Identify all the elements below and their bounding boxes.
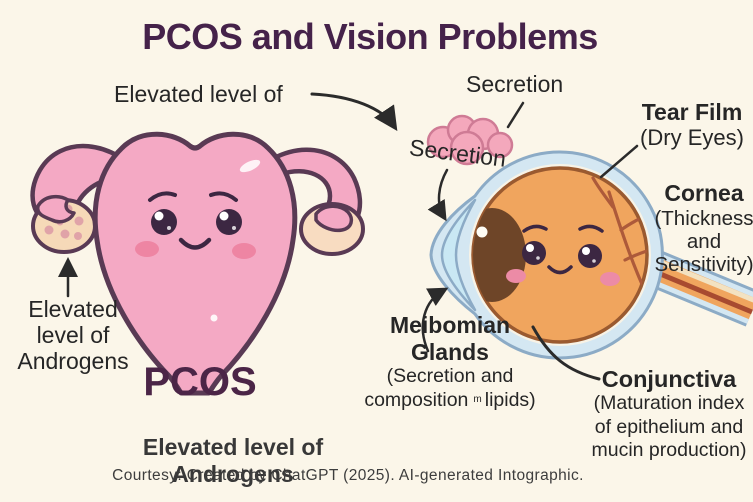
fimbriae-left [35, 194, 76, 224]
label-secretion-top: Secretion [466, 71, 564, 97]
conjunctiva-title: Conjunctiva [601, 366, 737, 392]
label-conjunctiva: Conjunctiva (Maturation index of epithel… [580, 366, 753, 462]
uterus-face [135, 191, 256, 259]
meibomian-title-line: Meibomian [389, 312, 511, 338]
elevated-androgens-line: Elevated [28, 296, 118, 322]
meibomian-sub-line: composition m lipids) [355, 389, 545, 412]
line-secretion-top [506, 101, 525, 129]
conjunctiva-line: (Maturation index [593, 392, 745, 415]
arrow-secretion-side [427, 168, 449, 222]
composition-text: composition [364, 388, 469, 411]
eye-face [506, 224, 620, 286]
meibomian-title-line: Glands [411, 338, 489, 365]
cornea-line: Sensitivity) [654, 253, 753, 277]
lacrimal-gland [426, 114, 514, 166]
arrow-meibomian [421, 287, 449, 353]
conjunctiva-line: mucin production) [591, 439, 747, 462]
eye-illustration [426, 114, 753, 360]
label-pcos: PCOS [143, 360, 257, 404]
cornea-lens [440, 198, 477, 312]
eyebrow-left [148, 191, 177, 202]
cornea-line: (Thickness [654, 206, 753, 230]
cornea-line: and [686, 229, 722, 253]
eyebrow-left [522, 224, 548, 233]
cornea-title: Cornea [664, 180, 744, 206]
arrow-elevated-to-eye [310, 92, 398, 131]
smile [178, 237, 212, 250]
uterus-body [92, 131, 298, 396]
conjunctiva-line: of epithelium and [594, 415, 744, 438]
meibomian-sub-line: (Secretion and [386, 365, 514, 388]
tear-film-title: Tear Film [641, 99, 743, 125]
tear-film-subtitle: (Dry Eyes) [640, 124, 744, 150]
bottom-caption: Elevated level of Androgens [142, 434, 324, 487]
footer-credit: Courtesy: Created by ChatGPT (2025). AI-… [112, 467, 584, 484]
label-elevated-level-of: Elevated level of [114, 81, 283, 107]
label-cornea: Cornea (Thickness and Sensitivity) [648, 180, 753, 277]
elevated-androgens-line: Androgens [17, 348, 129, 375]
composition-mark: m [473, 393, 482, 405]
label-tear-film: Tear Film (Dry Eyes) [626, 99, 753, 150]
ovary-right [299, 202, 365, 256]
label-elevated-androgens: Elevated level of Androgens [3, 296, 143, 375]
line-conjunctiva [531, 325, 601, 381]
smile [547, 265, 573, 275]
fimbriae-right [314, 204, 354, 233]
lipids-text: lipids) [484, 388, 536, 411]
page-title: PCOS and Vision Problems [142, 16, 598, 57]
eyebrow-right [578, 224, 604, 233]
elevated-androgens-line: level of [36, 322, 110, 349]
line-tear-film [599, 144, 639, 179]
label-meibomian-glands: Meibomian Glands (Secretion and composit… [355, 312, 545, 412]
uterus-illustration [30, 131, 365, 396]
eyebrow-right [209, 191, 238, 202]
ovary-left [31, 194, 97, 254]
